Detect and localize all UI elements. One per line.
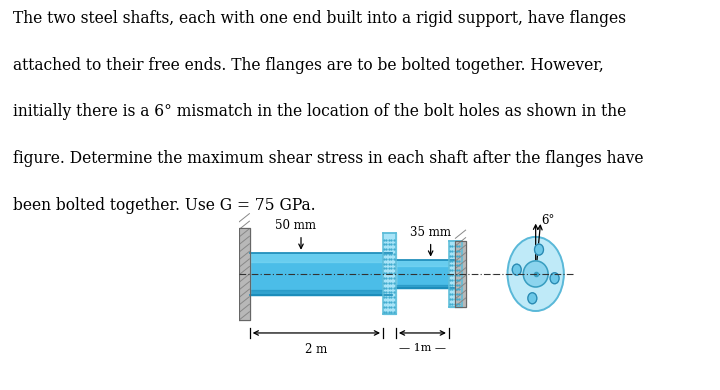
- Bar: [396, 285, 455, 288]
- Text: been bolted together. Use G = 75 GPa.: been bolted together. Use G = 75 GPa.: [13, 197, 315, 214]
- Text: 50 mm: 50 mm: [275, 219, 316, 232]
- Text: initially there is a 6° mismatch in the location of the bolt holes as shown in t: initially there is a 6° mismatch in the …: [13, 103, 626, 121]
- Text: 35 mm: 35 mm: [410, 226, 451, 239]
- Bar: [250, 253, 392, 295]
- Bar: [449, 241, 462, 307]
- Bar: [455, 241, 466, 307]
- Text: — 1m —: — 1m —: [399, 342, 446, 353]
- Text: 2 m: 2 m: [305, 342, 328, 356]
- Bar: [383, 234, 396, 314]
- Text: figure. Determine the maximum shear stress in each shaft after the flanges have: figure. Determine the maximum shear stre…: [13, 150, 644, 167]
- Text: attached to their free ends. The flanges are to be bolted together. However,: attached to their free ends. The flanges…: [13, 57, 603, 74]
- Bar: [396, 259, 455, 266]
- Bar: [250, 290, 392, 295]
- Ellipse shape: [512, 264, 521, 275]
- Ellipse shape: [523, 261, 548, 287]
- Ellipse shape: [508, 237, 564, 311]
- Ellipse shape: [528, 293, 537, 304]
- Bar: [239, 228, 250, 320]
- Text: The two steel shafts, each with one end built into a rigid support, have flanges: The two steel shafts, each with one end …: [13, 10, 626, 27]
- Bar: [250, 253, 392, 262]
- Ellipse shape: [534, 244, 544, 255]
- Text: 6°: 6°: [541, 214, 554, 227]
- Ellipse shape: [550, 273, 559, 284]
- Bar: [396, 259, 455, 288]
